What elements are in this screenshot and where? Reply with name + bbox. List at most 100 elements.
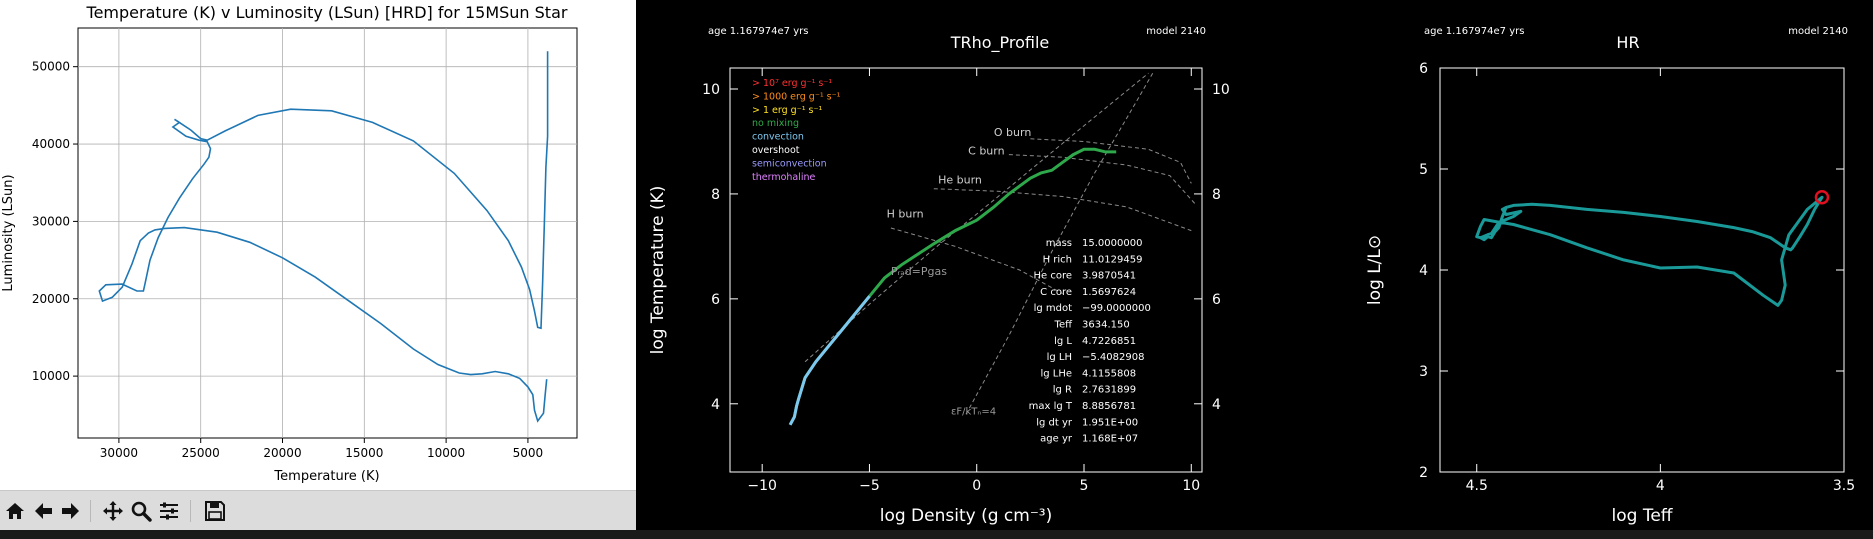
prad-pgas-label: Pᵣₐd=Pgas — [891, 265, 947, 278]
trho-info-value: 3.9870541 — [1082, 271, 1136, 282]
toolbar-separator — [90, 500, 91, 522]
trho-x-tick-label: 0 — [972, 478, 981, 494]
hrd-series-line — [98, 51, 549, 423]
hrd-plot-area: 30000 25000 20000 15000 10000 5000 10000 20000 3… — [0, 0, 636, 490]
hrd-y-tick-label: 20000 — [32, 292, 70, 306]
trho-chart: age 1.167974e7 yrs model 2140 TRho_Profi… — [648, 26, 1230, 526]
trho-burn-guides — [804, 72, 1196, 415]
c-burn-label: C burn — [968, 145, 1004, 158]
o-burn-guide — [1030, 138, 1192, 184]
matplotlib-toolbar — [0, 490, 636, 531]
trho-legend-item: convection — [752, 132, 804, 143]
trho-y-tick-label: 10 — [702, 82, 720, 98]
save-button[interactable] — [202, 498, 228, 524]
hr-y-tick-label: 2 — [1419, 465, 1428, 481]
sliders-icon — [160, 502, 178, 520]
trho-age-header: age 1.167974e7 yrs — [708, 26, 808, 37]
hr-panel: age 1.167974e7 yrs model 2140 HR 4.5 4 3.5… — [1306, 0, 1873, 530]
subplots-button[interactable] — [156, 498, 182, 524]
trho-legend-item: > 1000 erg g⁻¹ s⁻¹ — [752, 91, 841, 102]
home-icon — [6, 503, 24, 519]
trho-info-label: lg L — [1054, 336, 1072, 347]
hr-y-axis-label: log L/L⊙ — [1365, 235, 1385, 305]
trho-info-value: 4.7226851 — [1082, 336, 1136, 347]
hr-model-header: model 2140 — [1788, 26, 1848, 37]
hr-current-position-marker — [1814, 190, 1830, 205]
forward-button[interactable] — [58, 498, 84, 524]
trho-info-value: 4.1155808 — [1082, 368, 1136, 379]
hr-age-header: age 1.167974e7 yrs — [1424, 26, 1524, 37]
he-burn-label: He burn — [938, 173, 982, 186]
trho-info-value: 2.7631899 — [1082, 385, 1136, 396]
trho-x-tick-label: −10 — [747, 478, 777, 494]
trho-x-tick-label: −5 — [859, 478, 880, 494]
home-button[interactable] — [2, 498, 28, 524]
trho-info-label: lg mdot — [1034, 303, 1073, 314]
hr-x-tick-label: 4.5 — [1466, 478, 1488, 494]
hrd-chart-title: Temperature (K) v Luminosity (LSun) [HRD… — [86, 3, 568, 22]
trho-y-axis-label: log Temperature (K) — [648, 186, 668, 355]
trho-y-tick-label-right: 4 — [1212, 397, 1221, 413]
trho-y-tick-label: 4 — [711, 397, 720, 413]
back-button[interactable] — [30, 498, 56, 524]
hrd-ticks: 30000 25000 20000 15000 10000 5000 10000 20000 3… — [32, 60, 543, 460]
trho-info-label: max lg T — [1029, 401, 1073, 412]
hrd-grid — [78, 28, 577, 438]
hrd-y-tick-label: 30000 — [32, 214, 70, 228]
trho-model-header: model 2140 — [1146, 26, 1206, 37]
trho-legend-item: > 10⁷ erg g⁻¹ s⁻¹ — [752, 78, 832, 89]
hr-y-tick-label: 5 — [1419, 162, 1428, 178]
trho-y-tick-label: 8 — [711, 187, 720, 203]
trho-legend-item: overshoot — [752, 145, 800, 156]
h-burn-label: H burn — [887, 208, 924, 221]
trho-info-label: lg dt yr — [1036, 417, 1073, 428]
trho-legend-item: no mixing — [752, 118, 799, 129]
trho-chart-title: TRho_Profile — [950, 33, 1050, 53]
arrow-right-icon — [62, 503, 79, 519]
hrd-x-tick-label: 20000 — [263, 446, 301, 460]
trho-info-value: 1.168E+07 — [1082, 434, 1138, 445]
trho-convection-segment — [788, 295, 871, 426]
hrd-y-tick-label: 50000 — [32, 60, 70, 74]
trho-info-label: age yr — [1040, 434, 1073, 445]
hrd-chart: 30000 25000 20000 15000 10000 5000 10000 20000 3… — [1, 3, 578, 484]
trho-info-value: 1.951E+00 — [1082, 417, 1138, 428]
c-burn-guide — [1008, 154, 1196, 205]
trho-legend-item: > 1 erg g⁻¹ s⁻¹ — [752, 105, 823, 116]
pan-button[interactable] — [100, 498, 126, 524]
hr-y-tick-label: 4 — [1419, 263, 1428, 279]
trho-info-value: −5.4082908 — [1082, 352, 1144, 363]
trho-legend: > 10⁷ erg g⁻¹ s⁻¹ > 1000 erg g⁻¹ s⁻¹ > 1 e… — [752, 78, 841, 183]
trho-y-tick-label: 6 — [711, 292, 720, 308]
trho-info-label: Teff — [1054, 320, 1074, 331]
trho-y-tick-label-right: 10 — [1212, 82, 1230, 98]
floppy-disk-icon — [205, 501, 225, 521]
trho-info-label: He core — [1033, 271, 1072, 282]
magnifier-icon — [131, 501, 152, 522]
hr-y-tick-label: 6 — [1419, 61, 1428, 77]
trho-ticks: −10 −5 0 5 10 4 4 6 6 8 8 10 10 — [702, 68, 1230, 494]
hrd-x-tick-label: 25000 — [182, 446, 220, 460]
trho-info-value: −99.0000000 — [1082, 303, 1151, 314]
trho-info-value: 1.5697624 — [1082, 287, 1136, 298]
move-icon — [103, 501, 123, 521]
arrow-left-icon — [35, 503, 52, 519]
trho-info-label: C core — [1040, 287, 1072, 298]
trho-legend-item: thermohaline — [752, 172, 816, 183]
trho-x-tick-label: 10 — [1182, 478, 1200, 494]
hr-chart: age 1.167974e7 yrs model 2140 HR 4.5 4 3.5… — [1365, 26, 1855, 526]
hrd-x-tick-label: 10000 — [427, 446, 465, 460]
hrd-x-tick-label: 15000 — [345, 446, 383, 460]
trho-info-label: mass — [1046, 238, 1072, 249]
hrd-y-tick-label: 10000 — [32, 369, 70, 383]
trho-info-value: 11.0129459 — [1082, 254, 1142, 265]
prad-pgas-guide — [804, 72, 1149, 363]
trho-info-label: lg LH — [1047, 352, 1072, 363]
hr-x-axis-label: log Teff — [1612, 506, 1674, 526]
trho-profile-panel: age 1.167974e7 yrs model 2140 TRho_Profi… — [636, 0, 1306, 530]
trho-info-value: 8.8856781 — [1082, 401, 1136, 412]
o-burn-label: O burn — [994, 126, 1031, 139]
zoom-button[interactable] — [128, 498, 154, 524]
trho-info-value: 3634.150 — [1082, 320, 1130, 331]
matplotlib-window: 30000 25000 20000 15000 10000 5000 10000 20000 3… — [0, 0, 636, 539]
